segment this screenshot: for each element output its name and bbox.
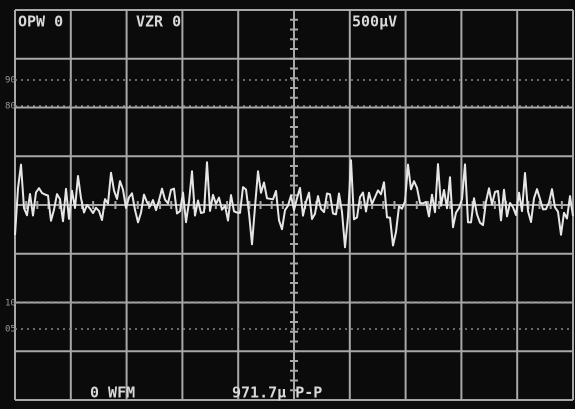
graticule-mark: 80 — [5, 102, 16, 112]
readout: VZR 0 — [136, 13, 181, 31]
graticule-mark: 05 — [5, 325, 16, 335]
readout: 971.7µ P-P — [232, 384, 322, 402]
graticule-mark: 10 — [5, 299, 16, 309]
readout: OPW 0 — [18, 13, 63, 31]
signal-trace — [14, 159, 574, 249]
readout: 500µV — [352, 13, 397, 31]
readout: 0 WFM — [90, 384, 135, 402]
graticule-mark: 90 — [5, 76, 16, 86]
